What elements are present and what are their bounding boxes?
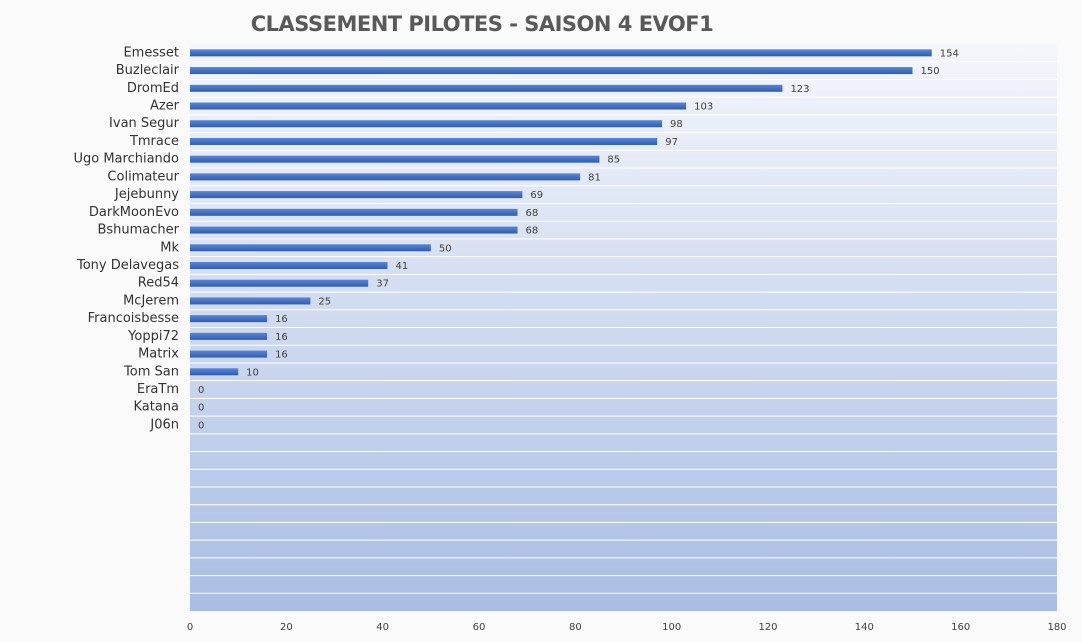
data-label: 0 [198, 403, 204, 414]
y-tick-label: Ugo Marchiando [73, 152, 179, 167]
bar [190, 350, 268, 358]
data-label: 16 [275, 350, 288, 361]
bar [190, 244, 431, 252]
bar [190, 297, 311, 305]
data-label: 97 [665, 137, 678, 148]
data-label: 81 [588, 172, 601, 183]
data-label: 98 [670, 119, 683, 130]
data-label: 41 [395, 261, 408, 272]
y-tick-label: DarkMoonEvo [89, 205, 179, 220]
y-tick-label: Mk [160, 240, 179, 255]
y-tick-label: Francoisbesse [88, 311, 179, 326]
y-tick-label: McJerem [123, 293, 179, 308]
x-tick-label: 180 [1047, 622, 1066, 633]
data-label: 50 [439, 243, 452, 254]
x-tick-label: 40 [376, 622, 389, 633]
y-tick-label: Matrix [138, 347, 179, 362]
x-tick-label: 0 [187, 622, 193, 633]
bar [190, 315, 268, 323]
y-tick-label: Buzleclair [116, 63, 180, 78]
y-tick-label: Katana [133, 400, 179, 415]
data-label: 16 [275, 314, 288, 325]
bar [190, 67, 913, 75]
x-tick-label: 20 [280, 622, 293, 633]
bar [190, 368, 239, 376]
y-tick-label: EraTm [137, 382, 179, 397]
bar [190, 120, 663, 128]
y-tick-label: Tony Delavegas [76, 258, 179, 273]
data-label: 37 [376, 279, 389, 290]
y-tick-label: Tom San [123, 364, 179, 379]
data-label: 68 [526, 208, 539, 219]
y-tick-label: Jejebunny [114, 187, 179, 202]
chart-title: CLASSEMENT PILOTES - SAISON 4 EVOF1 [251, 12, 714, 36]
y-tick-label: Emesset [123, 45, 179, 60]
bar [190, 208, 518, 216]
x-tick-label: 80 [569, 622, 582, 633]
y-tick-label: Red54 [138, 276, 179, 291]
data-label: 123 [790, 84, 809, 95]
y-tick-label: Yoppi72 [127, 329, 179, 344]
x-tick-label: 60 [473, 622, 486, 633]
x-tick-label: 120 [758, 622, 777, 633]
y-tick-label: Colimateur [107, 169, 179, 184]
data-label: 154 [940, 48, 959, 59]
data-label: 10 [246, 367, 259, 378]
bar [190, 173, 581, 181]
data-label: 85 [607, 155, 620, 166]
y-tick-label: Tmrace [129, 134, 179, 149]
data-label: 103 [694, 102, 713, 113]
bar [190, 137, 658, 145]
y-tick-label: DromEd [127, 81, 179, 96]
data-label: 25 [318, 296, 331, 307]
bar [190, 84, 783, 92]
data-label: 68 [526, 226, 539, 237]
bar [190, 279, 369, 287]
data-label: 0 [198, 420, 204, 431]
bar [190, 191, 523, 199]
data-label: 16 [275, 332, 288, 343]
y-tick-label: Bshumacher [97, 223, 179, 238]
bar [190, 261, 388, 269]
bar [190, 332, 268, 340]
x-tick-label: 160 [951, 622, 970, 633]
data-label: 0 [198, 385, 204, 396]
x-tick-label: 100 [662, 622, 681, 633]
bar [190, 226, 518, 234]
bar [190, 49, 932, 57]
y-tick-label: Azer [150, 99, 180, 114]
y-tick-label: Ivan Segur [109, 116, 180, 131]
x-tick-label: 140 [855, 622, 874, 633]
y-tick-label: J06n [149, 417, 179, 432]
data-label: 69 [530, 190, 543, 201]
bar [190, 102, 687, 110]
bar [190, 155, 600, 163]
data-label: 150 [921, 66, 940, 77]
